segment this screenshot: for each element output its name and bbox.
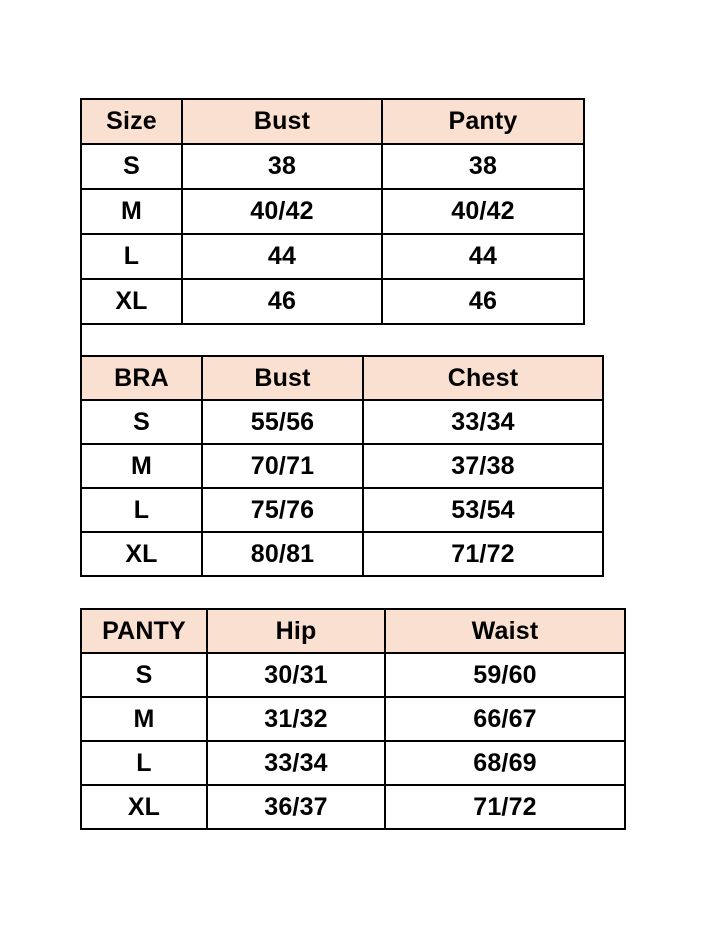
cell-bust-value: 80/81 [201,531,364,577]
cell-size-label: S [80,399,203,445]
table-row: M 70/71 37/38 [80,443,604,489]
cell-panty-value: 40/42 [381,188,585,235]
cell-bust-value: 55/56 [201,399,364,445]
cell-chest-value: 33/34 [362,399,604,445]
cell-hip-value: 36/37 [206,784,386,830]
cell-bust-value: 75/76 [201,487,364,533]
cell-bust-value: 40/42 [181,188,383,235]
cell-size-label: L [80,233,183,280]
table-row: M 40/42 40/42 [80,188,585,235]
cell-chest-value: 53/54 [362,487,604,533]
cell-size-label: S [80,143,183,190]
table-header-row: Size Bust Panty [80,98,585,145]
cell-size-label: S [80,652,208,698]
cell-size-label: M [80,696,208,742]
table-row: XL 80/81 71/72 [80,531,604,577]
column-header-hip: Hip [206,608,386,654]
cell-panty-value: 46 [381,278,585,325]
cell-bust-value: 46 [181,278,383,325]
column-header-bust: Bust [181,98,383,145]
table-row: S 38 38 [80,143,585,190]
column-header-waist: Waist [384,608,626,654]
column-header-size: Size [80,98,183,145]
cell-waist-value: 59/60 [384,652,626,698]
bra-chart-table: BRA Bust Chest S 55/56 33/34 M 70/71 37/… [80,355,604,577]
cell-size-label: M [80,188,183,235]
cell-panty-value: 44 [381,233,585,280]
column-header-chest: Chest [362,355,604,401]
cell-chest-value: 37/38 [362,443,604,489]
table-header-row: BRA Bust Chest [80,355,604,401]
cell-size-label: L [80,487,203,533]
table-row: XL 46 46 [80,278,585,325]
column-header-panty: Panty [381,98,585,145]
column-header-bra: BRA [80,355,203,401]
panty-chart-table: PANTY Hip Waist S 30/31 59/60 M 31/32 66… [80,608,626,830]
cell-chest-value: 71/72 [362,531,604,577]
cell-panty-value: 38 [381,143,585,190]
cell-hip-value: 31/32 [206,696,386,742]
cell-bust-value: 70/71 [201,443,364,489]
cell-waist-value: 71/72 [384,784,626,830]
table-gap-rule [80,311,82,356]
cell-hip-value: 33/34 [206,740,386,786]
table-row: L 33/34 68/69 [80,740,626,786]
cell-size-label: XL [80,531,203,577]
table-row: L 44 44 [80,233,585,280]
cell-waist-value: 68/69 [384,740,626,786]
table-row: XL 36/37 71/72 [80,784,626,830]
table-row: M 31/32 66/67 [80,696,626,742]
table-header-row: PANTY Hip Waist [80,608,626,654]
table-row: L 75/76 53/54 [80,487,604,533]
cell-bust-value: 38 [181,143,383,190]
column-header-bust: Bust [201,355,364,401]
cell-size-label: L [80,740,208,786]
cell-size-label: XL [80,278,183,325]
cell-bust-value: 44 [181,233,383,280]
table-row: S 55/56 33/34 [80,399,604,445]
cell-size-label: XL [80,784,208,830]
size-chart-table: Size Bust Panty S 38 38 M 40/42 40/42 L … [80,98,585,325]
column-header-panty: PANTY [80,608,208,654]
cell-size-label: M [80,443,203,489]
table-row: S 30/31 59/60 [80,652,626,698]
cell-hip-value: 30/31 [206,652,386,698]
cell-waist-value: 66/67 [384,696,626,742]
